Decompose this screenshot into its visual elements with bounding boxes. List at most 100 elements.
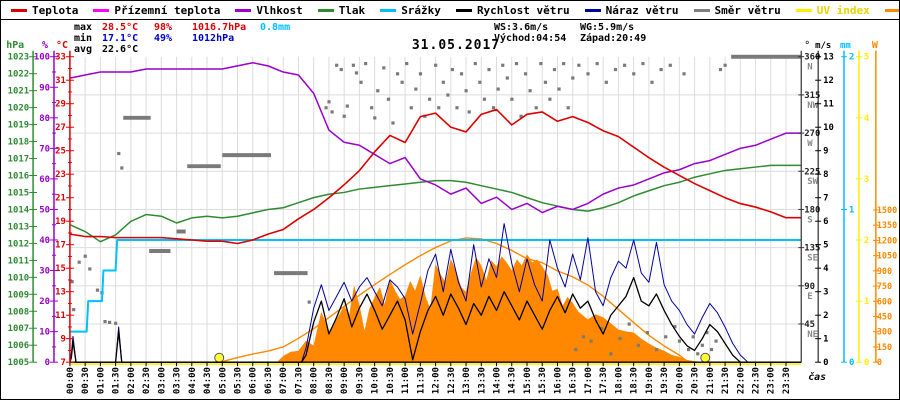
sun-times-row: Východ:04:54 Západ:20:49 — [494, 33, 646, 44]
svg-text:1500: 1500 — [877, 205, 897, 215]
svg-text:360: 360 — [804, 53, 820, 63]
svg-text:03:00: 03:00 — [157, 367, 167, 394]
svg-text:13: 13 — [823, 53, 834, 63]
svg-text:N: N — [807, 63, 812, 73]
temperature-line — [69, 108, 802, 245]
svg-text:1005: 1005 — [8, 358, 30, 368]
svg-text:1022: 1022 — [8, 70, 30, 80]
svg-text:1014: 1014 — [8, 205, 30, 215]
svg-text:11:00: 11:00 — [401, 367, 411, 394]
legend-item: Solar — [884, 4, 899, 17]
legend-item-label: Tlak — [338, 3, 366, 17]
svg-text:NW: NW — [807, 101, 818, 111]
svg-text:300: 300 — [877, 327, 892, 337]
stats-max-row: max 28.5°C 98% 1016.7hPa 0.8mm — [74, 22, 290, 33]
legend-item: UV index — [795, 3, 870, 17]
svg-text:45: 45 — [804, 320, 815, 330]
svg-text:°C: °C — [56, 40, 68, 51]
legend-item: Tlak — [317, 3, 366, 17]
legend-item-label: UV index — [816, 3, 870, 17]
svg-text:11: 11 — [55, 311, 66, 321]
legend-item-label: Směr větru — [714, 3, 781, 17]
svg-text:17:00: 17:00 — [584, 367, 594, 394]
svg-text:1018: 1018 — [8, 138, 30, 148]
legend-item: Srážky — [380, 4, 441, 17]
svg-text:05:00: 05:00 — [218, 367, 228, 394]
svg-text:23:00: 23:00 — [767, 367, 777, 394]
svg-text:1017: 1017 — [8, 155, 30, 165]
wind-speed-max: WS:3.6m/s — [494, 22, 549, 33]
svg-text:30: 30 — [39, 267, 50, 277]
svg-text:02:30: 02:30 — [142, 367, 152, 394]
svg-text:mm: mm — [840, 41, 851, 51]
max-rain: 0.8mm — [260, 22, 291, 33]
min-label: min — [74, 33, 93, 44]
solar-axis: 0 150 300 450 600 750 900 1050 1200 1350 1500 W — [872, 40, 897, 367]
rain-line — [69, 239, 802, 333]
svg-text:750: 750 — [877, 281, 892, 291]
svg-text:3: 3 — [864, 175, 869, 185]
max-temperature: 28.5°C — [102, 22, 139, 33]
min-temperature: 17.1°C — [102, 33, 139, 44]
svg-text:17: 17 — [55, 241, 66, 251]
svg-text:07:00: 07:00 — [279, 367, 289, 394]
svg-text:29: 29 — [55, 100, 66, 110]
svg-text:5: 5 — [864, 53, 869, 63]
avg-label: avg — [74, 44, 93, 55]
uv-axis: 0 1 2 3 4 5 — [855, 50, 869, 368]
svg-text:31: 31 — [55, 76, 66, 86]
svg-text:21:00: 21:00 — [706, 367, 716, 394]
svg-text:10: 10 — [823, 123, 834, 133]
svg-text:1019: 1019 — [8, 121, 30, 131]
svg-text:1007: 1007 — [8, 324, 30, 334]
pressure-line — [69, 164, 802, 243]
legend-item-label: Rychlost větru — [476, 3, 570, 17]
svg-text:1016: 1016 — [8, 171, 30, 181]
svg-text:150: 150 — [877, 342, 892, 352]
svg-text:2: 2 — [823, 311, 828, 321]
svg-text:1006: 1006 — [8, 341, 30, 351]
svg-text:°: ° — [804, 40, 810, 51]
svg-text:1020: 1020 — [8, 104, 30, 114]
svg-text:0: 0 — [823, 358, 828, 368]
svg-text:10: 10 — [39, 328, 50, 338]
legend: Teplota Přízemní teplota Vlhkost Tlak Srážky… — [1, 1, 899, 20]
svg-text:20:00: 20:00 — [675, 367, 685, 394]
svg-text:09:00: 09:00 — [340, 367, 350, 394]
svg-text:7: 7 — [61, 358, 66, 368]
svg-text:01:00: 01:00 — [96, 367, 106, 394]
solar-area — [276, 254, 701, 363]
svg-text:4: 4 — [823, 264, 828, 274]
legend-swatch — [317, 8, 334, 12]
svg-text:00:00: 00:00 — [66, 367, 76, 394]
svg-text:08:00: 08:00 — [310, 367, 320, 394]
legend-swatch — [11, 8, 27, 12]
svg-text:14:30: 14:30 — [508, 367, 518, 394]
svg-text:90: 90 — [39, 83, 50, 93]
sun-wind-info: WS:3.6m/s WG:5.9m/s Východ:04:54 Západ:20:… — [494, 22, 646, 44]
svg-text:1010: 1010 — [8, 273, 30, 283]
svg-text:21:30: 21:30 — [721, 367, 731, 394]
svg-text:02:00: 02:00 — [127, 367, 137, 394]
svg-text:12: 12 — [823, 76, 834, 86]
svg-text:22:30: 22:30 — [752, 367, 762, 394]
pressure-axis: 1005 1006 1007 1008 1009 1010 1011 1012 1013 1014… — [6, 40, 38, 368]
svg-text:04:30: 04:30 — [203, 367, 213, 394]
svg-text:8: 8 — [823, 170, 828, 180]
svg-text:06:00: 06:00 — [249, 367, 259, 394]
svg-text:07:30: 07:30 — [294, 367, 304, 394]
svg-text:9: 9 — [61, 335, 66, 345]
legend-swatch — [380, 8, 397, 12]
svg-text:0: 0 — [849, 358, 854, 368]
svg-text:9: 9 — [823, 147, 828, 157]
svg-text:13: 13 — [55, 288, 66, 298]
humidity-axis: 0 10 20 30 40 50 60 70 80 90 100% — [34, 40, 58, 368]
svg-text:19:00: 19:00 — [645, 367, 655, 394]
svg-text:18:00: 18:00 — [614, 367, 624, 394]
svg-text:1011: 1011 — [8, 256, 30, 266]
svg-text:22:00: 22:00 — [736, 367, 746, 394]
sunrise-time: Východ:04:54 — [494, 33, 567, 44]
svg-text:W: W — [872, 40, 878, 51]
